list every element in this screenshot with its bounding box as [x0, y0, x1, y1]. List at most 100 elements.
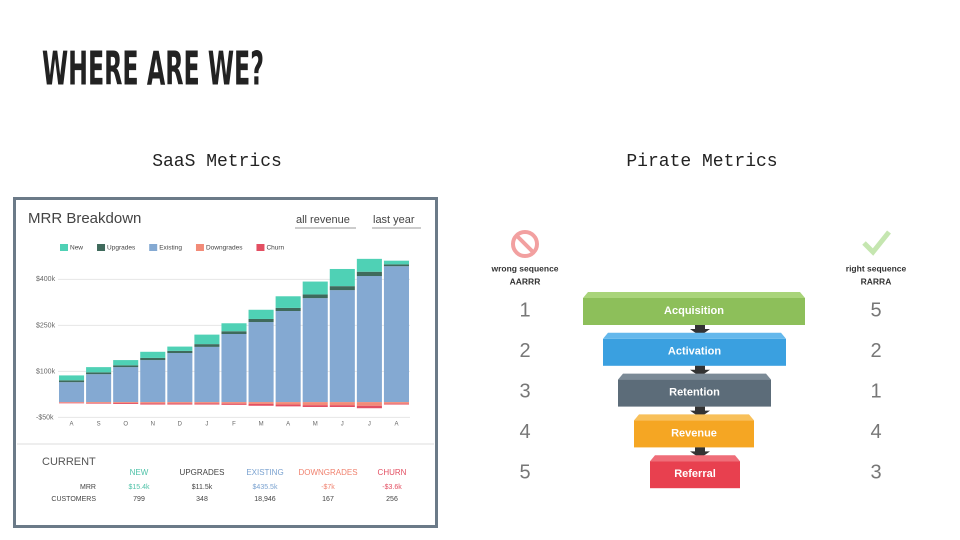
bar-segment: [59, 375, 85, 381]
funnel-top: [603, 332, 786, 339]
bar-segment: [167, 353, 193, 403]
bar-segment: [221, 334, 247, 403]
x-tick-label: A: [286, 422, 290, 428]
bar-segment: [329, 405, 355, 408]
bar-segment: [59, 402, 85, 404]
bar-segment: [302, 402, 328, 406]
bar-segment: [248, 403, 274, 406]
legend-label: Churn: [266, 245, 284, 252]
wrong-number: 3: [519, 380, 530, 402]
bar-segment: [221, 323, 247, 332]
bar-segment: [302, 405, 328, 408]
bar-segment: [383, 266, 409, 403]
bar-segment: [221, 331, 247, 335]
column-header: EXISTING: [246, 468, 283, 477]
funnel-arrow: [690, 325, 710, 336]
stage-label: Activation: [668, 346, 721, 358]
x-tick-label: A: [70, 422, 74, 428]
bar-segment: [383, 260, 409, 265]
right-number: 3: [870, 461, 881, 483]
bar-segment: [248, 402, 274, 404]
bar-segment: [167, 403, 193, 405]
right-label: right sequence: [846, 263, 907, 273]
bar-segment: [59, 380, 85, 383]
bar-segment: [140, 402, 166, 404]
bar-segment: [86, 367, 112, 373]
bar-segment: [275, 310, 301, 403]
legend-swatch: [60, 244, 68, 251]
funnel-top: [583, 292, 805, 298]
bar-segment: [356, 405, 382, 409]
bar-segment: [140, 357, 166, 361]
stage-label: Referral: [674, 468, 716, 480]
funnel: Acquisition 1 5 Activation 2 2 Retention 3 1 Reve…: [519, 292, 882, 489]
bar-segment: [140, 403, 166, 405]
stage-label: Acquisition: [664, 305, 724, 317]
cell: $15.4k: [128, 484, 150, 491]
cell: $435.5k: [253, 484, 278, 491]
legend-swatch: [195, 244, 204, 251]
legend-swatch: [97, 244, 106, 251]
right-number: 5: [870, 299, 881, 321]
chart-title: MRR Breakdown: [28, 210, 141, 227]
x-tick-label: N: [151, 422, 155, 428]
legend-swatch: [149, 244, 158, 251]
dropdown[interactable]: all revenue: [296, 214, 350, 226]
funnel-step: [634, 420, 754, 448]
bar-segment: [248, 318, 274, 323]
column-header: UPGRADES: [180, 468, 225, 477]
bar-segment: [275, 296, 301, 308]
right-icon: [862, 230, 891, 256]
y-tick-label: $100k: [36, 368, 56, 375]
column-header: NEW: [130, 468, 149, 477]
right-number: 2: [870, 340, 881, 362]
y-tick-label: $250k: [36, 322, 56, 329]
bar-segment: [275, 402, 301, 405]
bar-segment: [194, 403, 220, 405]
funnel-step: [618, 379, 771, 407]
left-heading: SaaS Metrics: [152, 152, 282, 172]
bar-segment: [248, 322, 274, 403]
bar-segment: [356, 276, 382, 403]
x-tick-label: D: [178, 422, 183, 428]
bar-segment: [302, 281, 328, 295]
chart: -$50k $100k $250k $400k New Upgrades Existing D…: [36, 244, 410, 428]
bar-segment: [86, 372, 112, 375]
bar-segment: [275, 404, 301, 407]
cell: 167: [322, 496, 334, 503]
cell: -$3.6k: [382, 484, 402, 491]
wrong-icon: [511, 230, 539, 258]
bar-segment: [86, 374, 112, 403]
legend-swatch: [256, 244, 265, 251]
dropdown[interactable]: last year: [373, 214, 415, 226]
bar-segment: [113, 360, 139, 366]
legend-label: Upgrades: [107, 245, 136, 252]
wrong-number: 2: [519, 340, 530, 362]
funnel-top: [618, 373, 771, 380]
right-code: RARRA: [861, 276, 892, 286]
cell: -$7k: [321, 484, 335, 491]
bar-segment: [167, 350, 193, 354]
bar-segment: [86, 402, 112, 404]
bar-segment: [221, 402, 247, 404]
wrong-code: AARRR: [510, 276, 541, 286]
cell: 799: [133, 496, 145, 503]
bar-segment: [194, 402, 220, 404]
bar-segment: [113, 402, 139, 404]
bar-segment: [194, 344, 220, 347]
funnel-top: [650, 455, 740, 462]
bar-segment: [59, 382, 85, 403]
bar-segment: [140, 351, 166, 358]
bar-segment: [194, 334, 220, 345]
x-tick-label: F: [232, 422, 236, 428]
funnel-top: [634, 414, 754, 421]
summary-title: CURRENT: [42, 456, 96, 468]
funnel-step: [603, 338, 786, 366]
wrong-label: wrong sequence: [490, 263, 558, 273]
bar-segment: [302, 298, 328, 403]
right-number: 4: [870, 421, 881, 443]
y-tick-label: $400k: [36, 276, 56, 283]
bar-segment: [167, 346, 193, 351]
bar-segment: [113, 367, 139, 403]
